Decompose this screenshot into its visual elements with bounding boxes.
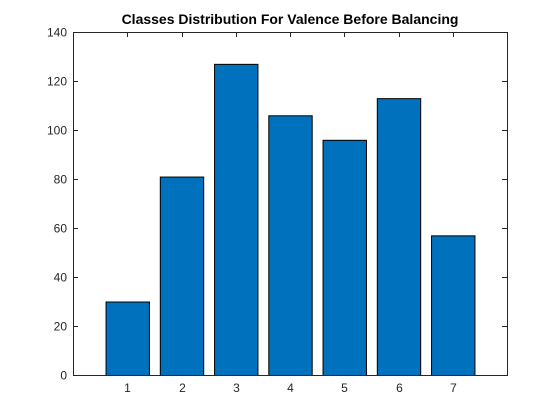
bar-5 <box>322 139 367 376</box>
x-tick-label: 6 <box>396 381 403 395</box>
y-tick-label: 140 <box>47 26 67 40</box>
bar-4 <box>268 115 313 377</box>
x-tick-label: 2 <box>179 381 186 395</box>
bar-2 <box>159 176 205 376</box>
y-tick-label: 120 <box>47 75 67 89</box>
y-tick-label: 20 <box>54 320 68 334</box>
chart-title: Classes Distribution For Valence Before … <box>122 11 459 27</box>
y-tick-label: 80 <box>54 173 68 187</box>
bar-7 <box>431 235 476 376</box>
bar-1 <box>105 301 150 376</box>
y-tick-label: 40 <box>54 271 68 285</box>
y-tick-label: 0 <box>60 369 67 383</box>
x-tick-label: 7 <box>450 381 457 395</box>
plot-area-frame <box>73 32 508 376</box>
bar-6 <box>376 98 422 377</box>
x-tick-label: 4 <box>287 381 294 395</box>
y-tick-label: 100 <box>47 124 67 138</box>
x-tick-label: 5 <box>341 381 348 395</box>
x-tick-label: 1 <box>124 381 131 395</box>
y-axis-ticks: 0 20 40 60 80 100 120 140 <box>47 26 507 383</box>
bar-3 <box>214 63 259 376</box>
bar-series <box>105 63 476 377</box>
y-tick-label: 60 <box>54 222 68 236</box>
x-tick-label: 3 <box>233 381 240 395</box>
